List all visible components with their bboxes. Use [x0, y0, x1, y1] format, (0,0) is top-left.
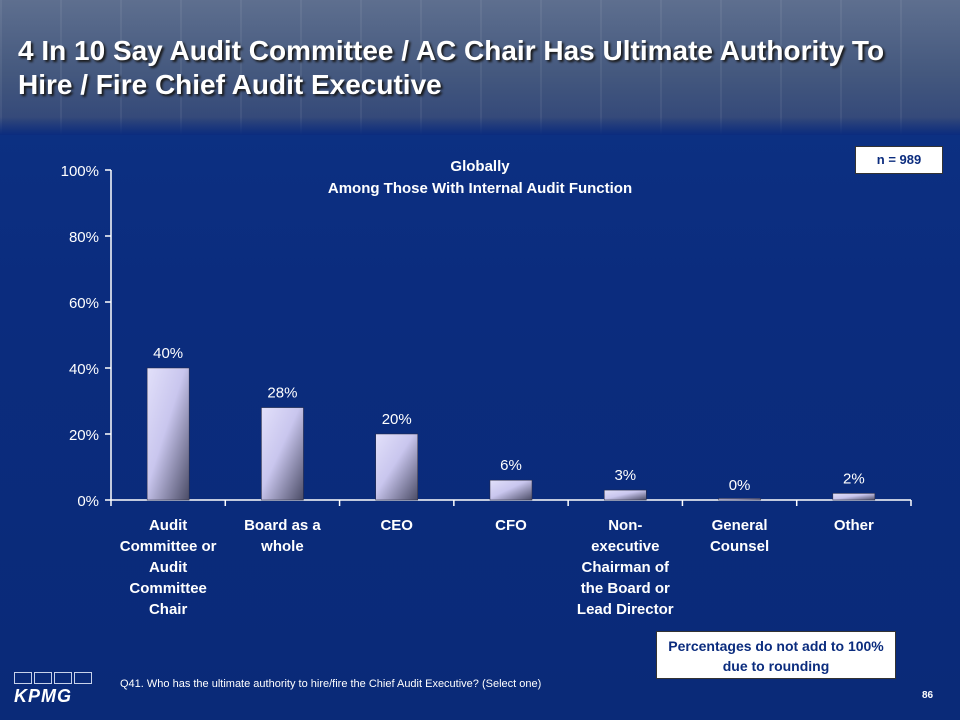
page-number: 86 — [922, 690, 934, 701]
bar — [146, 367, 190, 501]
chart-subtitle: Among Those With Internal Audit Function — [327, 180, 633, 197]
kpmg-logo: KPMG — [14, 672, 98, 708]
category-label-line: CFO — [495, 517, 527, 534]
slide-title: 4 In 10 Say Audit Committee / AC Chair H… — [18, 35, 885, 100]
category-label: Audit Committee or Audit Committee Chair — [120, 517, 217, 618]
category-label-line: whole — [260, 538, 304, 555]
category-label-line: General — [712, 517, 768, 534]
y-tick-label: 20% — [69, 427, 99, 444]
data-label: 0% — [729, 477, 751, 494]
category-label: General Counsel — [710, 517, 769, 555]
category-label-line: Other — [834, 517, 874, 534]
category-label: Non-executive Chairman of the Board or Lead… — [577, 517, 674, 618]
category-label-line: Committee or — [120, 538, 217, 555]
category-label-line: the Board or — [581, 580, 670, 597]
bar — [261, 407, 304, 501]
category-label-line: CEO — [380, 517, 413, 534]
category-label: CFO — [495, 517, 527, 534]
data-label: 6% — [500, 457, 522, 474]
y-tick-label: 80% — [69, 229, 99, 246]
y-tick-label: 60% — [69, 295, 99, 312]
data-label: 40% — [153, 345, 183, 362]
logo-text: KPMG — [14, 686, 72, 706]
data-label: 3% — [614, 467, 636, 484]
question-footnote: Q41. Who has the ultimate authority to h… — [120, 678, 542, 690]
category-label: CEO — [380, 517, 413, 534]
data-label: 28% — [267, 385, 297, 402]
bar — [489, 479, 533, 501]
category-label: Board as a whole — [244, 517, 321, 555]
category-label-line: Audit — [149, 517, 187, 534]
category-label: Other — [834, 517, 874, 534]
y-tick-label: 0% — [77, 493, 99, 510]
bar — [718, 498, 761, 501]
category-label-line: Counsel — [710, 538, 769, 555]
y-tick-label: 40% — [69, 361, 99, 378]
category-label-line: Chairman of — [582, 559, 671, 576]
data-label: 2% — [843, 470, 865, 487]
category-label-line: Non- — [608, 517, 642, 534]
sample-size-box: n = 989 — [855, 146, 943, 174]
category-label-line: Committee — [129, 580, 207, 597]
bar — [375, 433, 418, 501]
y-tick-label: 100% — [61, 163, 99, 180]
bar — [832, 493, 876, 501]
rounding-note: Percentages do not add to 100% due to ro… — [656, 631, 896, 679]
category-label-line: Board as a — [244, 517, 321, 534]
category-label-line: executive — [591, 538, 659, 555]
chart-title: Globally — [450, 158, 510, 175]
data-label: 20% — [382, 411, 412, 428]
category-label-line: Audit — [149, 559, 187, 576]
bar — [604, 489, 647, 501]
category-label-line: Chair — [149, 601, 188, 618]
category-label-line: Lead Director — [577, 601, 674, 618]
header-background — [0, 0, 960, 135]
